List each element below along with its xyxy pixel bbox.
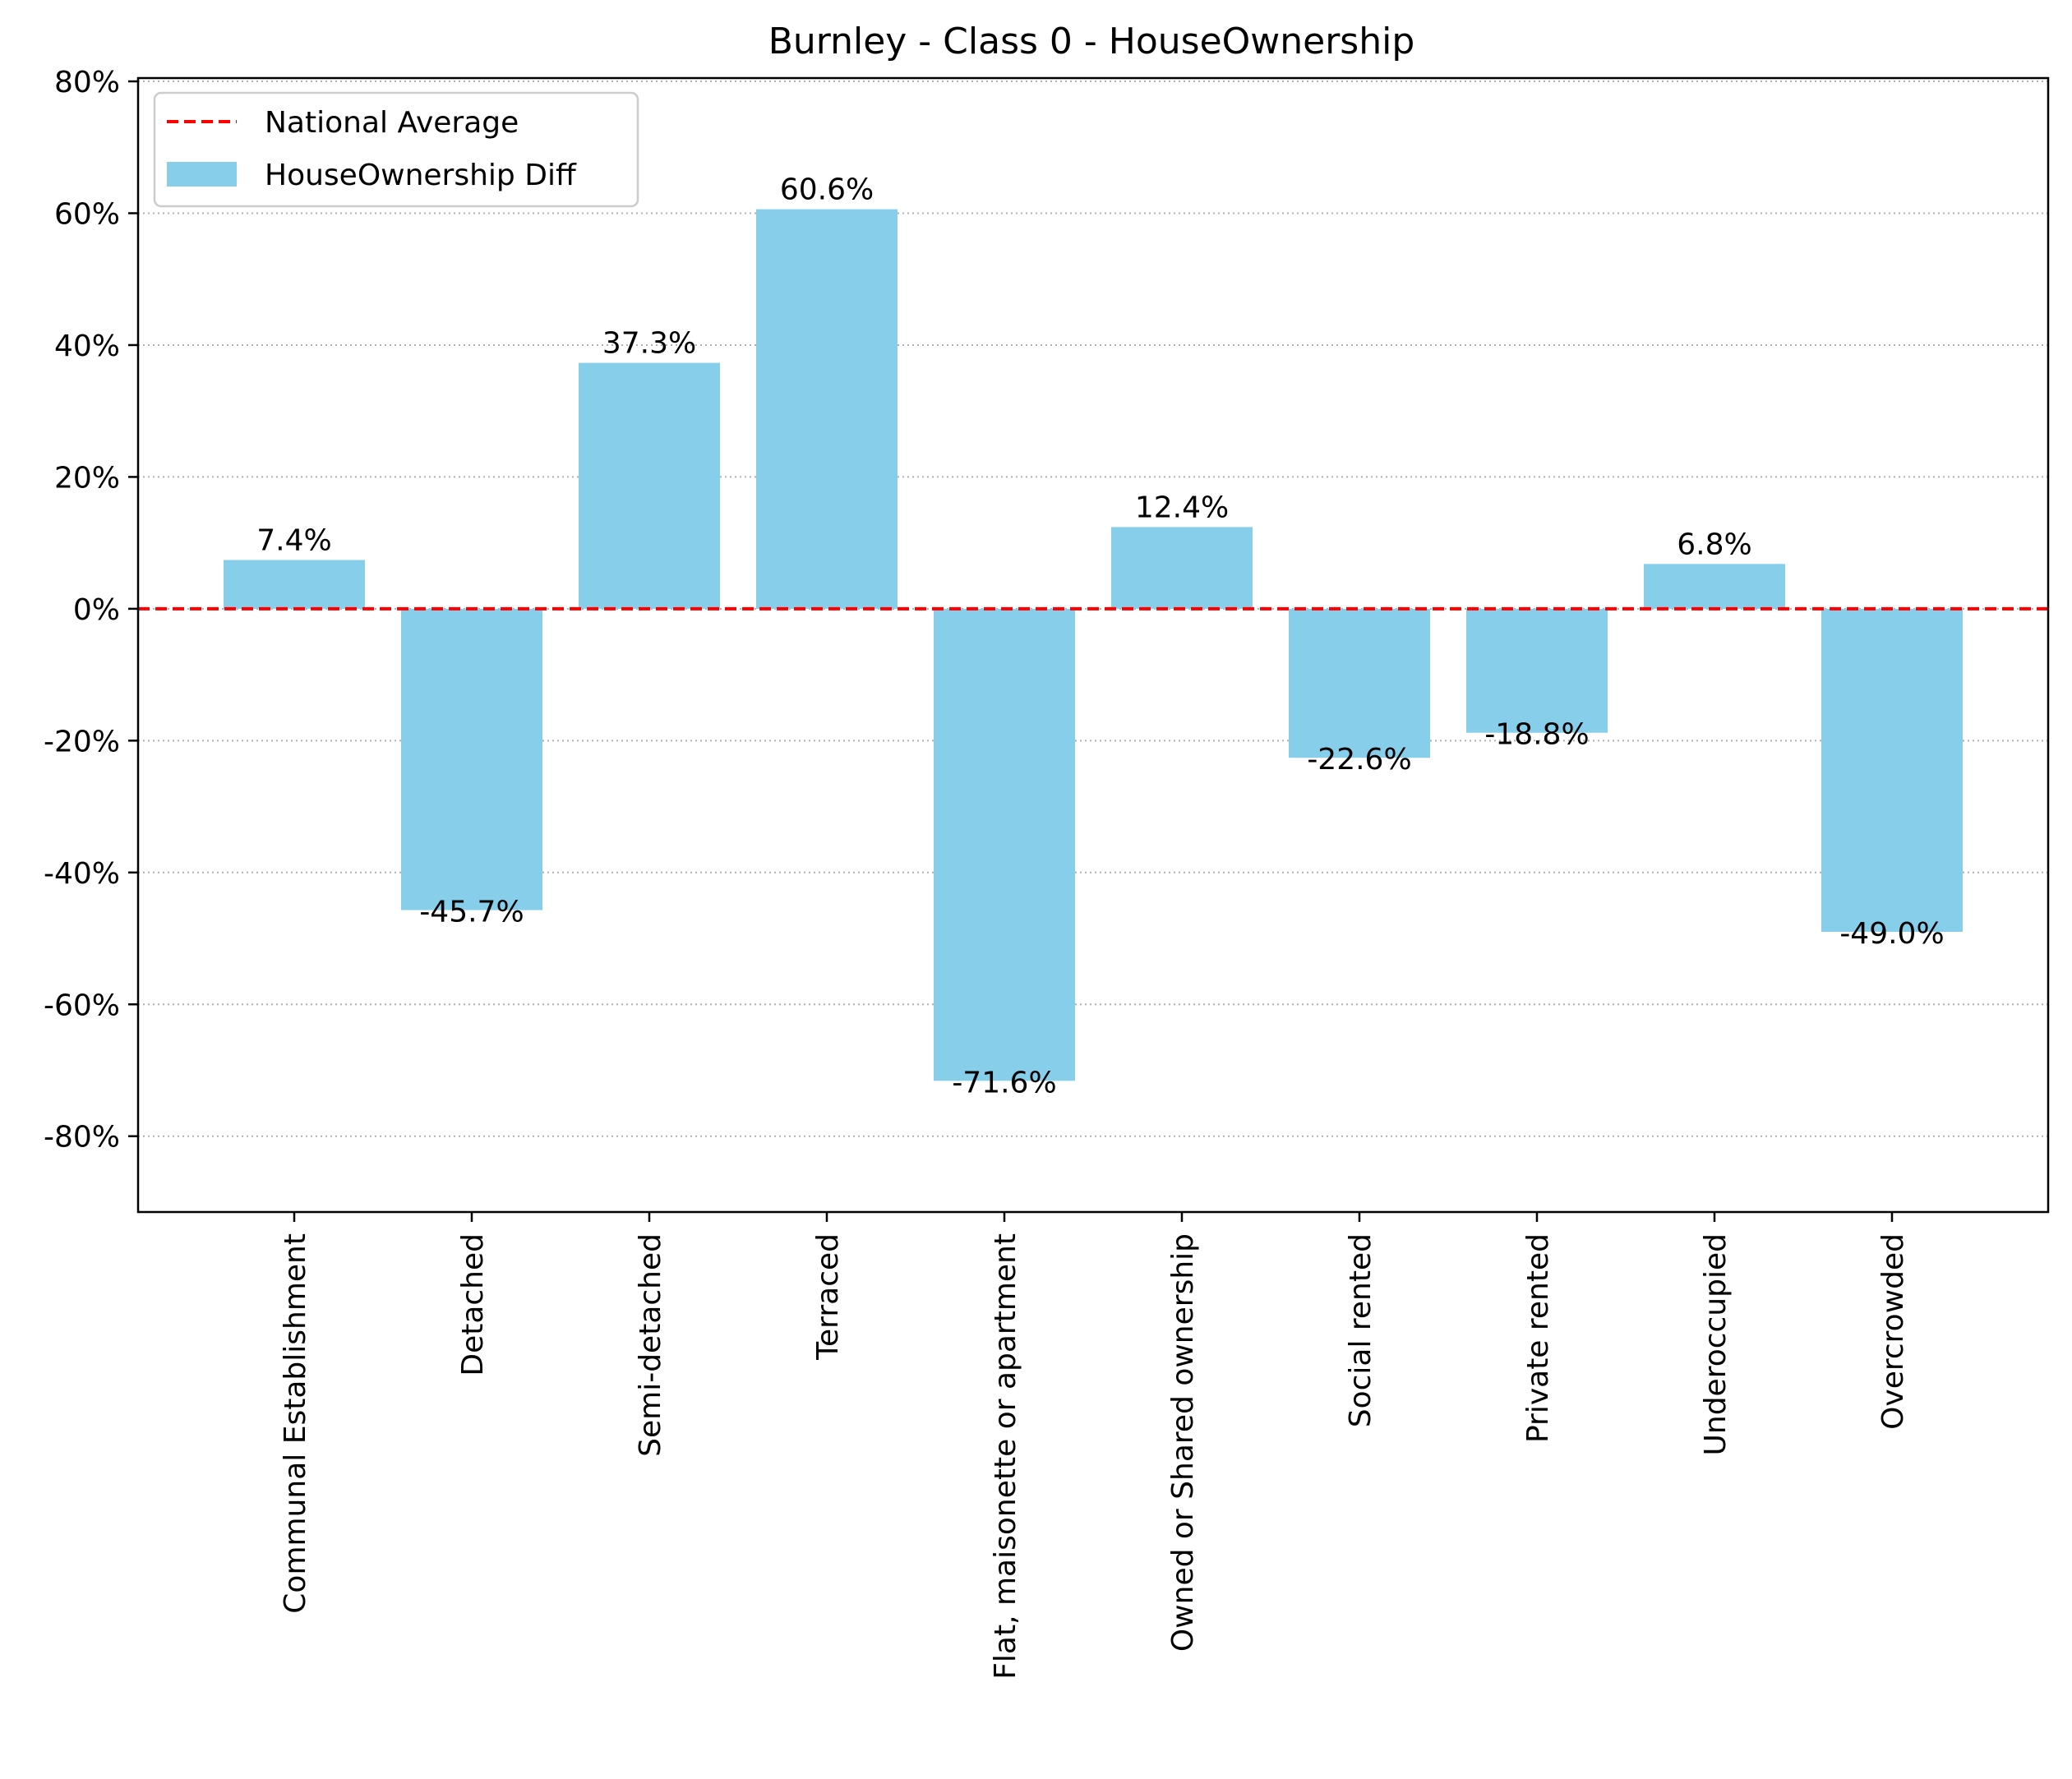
bar-value-label: 37.3% xyxy=(602,327,696,361)
bar xyxy=(579,362,720,609)
bar-value-label: -71.6% xyxy=(952,1066,1056,1099)
legend-national-average-label: National Average xyxy=(265,106,519,140)
y-tick-label: 80% xyxy=(54,66,120,99)
bar xyxy=(1644,564,1785,609)
bar xyxy=(756,209,898,609)
y-tick-label: 40% xyxy=(54,330,120,363)
x-tick-label: Underoccupied xyxy=(1699,1233,1733,1455)
bar-value-label: 60.6% xyxy=(780,173,874,207)
x-tick-label: Social rented xyxy=(1344,1233,1377,1427)
x-tick-label: Overcrowded xyxy=(1876,1233,1910,1430)
x-axis: Communal Establishment Detached Semi-detac… xyxy=(279,1212,1910,1680)
bar-value-label: 12.4% xyxy=(1135,491,1229,524)
y-tick-label: -60% xyxy=(44,989,120,1022)
bar-value-label: -22.6% xyxy=(1307,743,1411,777)
legend-houseownership-diff-swatch xyxy=(167,162,237,187)
bars xyxy=(224,209,1963,1081)
chart-title: Burnley - Class 0 - HouseOwnership xyxy=(768,21,1415,62)
y-axis: -80% -60% -40% -20% 0% 20% 40% 60% 80% xyxy=(44,66,138,1155)
x-tick-label: Private rented xyxy=(1521,1233,1555,1443)
y-tick-label: 0% xyxy=(73,593,120,627)
bar xyxy=(1821,608,1963,933)
bar-value-label: -18.8% xyxy=(1484,718,1589,752)
bar-value-label: 7.4% xyxy=(256,524,331,558)
bar-value-label: 6.8% xyxy=(1677,528,1751,561)
bar xyxy=(401,608,542,910)
bar xyxy=(224,560,365,609)
y-tick-label: -40% xyxy=(44,857,120,891)
bar-value-label: -45.7% xyxy=(419,896,524,929)
bar xyxy=(1466,608,1608,733)
x-tick-label: Semi-detached xyxy=(634,1233,667,1457)
bar-value-label: -49.0% xyxy=(1839,917,1944,951)
bar xyxy=(1111,527,1253,609)
x-tick-label: Terraced xyxy=(811,1233,845,1361)
plot-frame xyxy=(136,76,2050,1214)
legend-box xyxy=(153,91,639,208)
y-tick-label: 20% xyxy=(54,461,120,495)
x-tick-label: Detached xyxy=(456,1233,490,1376)
y-tick-label: -80% xyxy=(44,1121,120,1155)
y-tick-label: -20% xyxy=(44,725,120,758)
y-tick-label: 60% xyxy=(54,197,120,231)
x-tick-label: Flat, maisonette or apartment xyxy=(989,1233,1022,1680)
bar xyxy=(1289,608,1430,758)
bar-labels: 7.4% -45.7% 37.3% 60.6% -71.6% 12.4% -22.6% -18… xyxy=(256,173,1944,1100)
x-tick-label: Communal Establishment xyxy=(279,1233,312,1614)
legend-houseownership-diff-label: HouseOwnership Diff xyxy=(265,159,577,192)
x-tick-label: Owned or Shared ownership xyxy=(1166,1233,1200,1652)
bar xyxy=(934,608,1075,1081)
legend: National Average HouseOwnership Diff xyxy=(153,91,639,208)
